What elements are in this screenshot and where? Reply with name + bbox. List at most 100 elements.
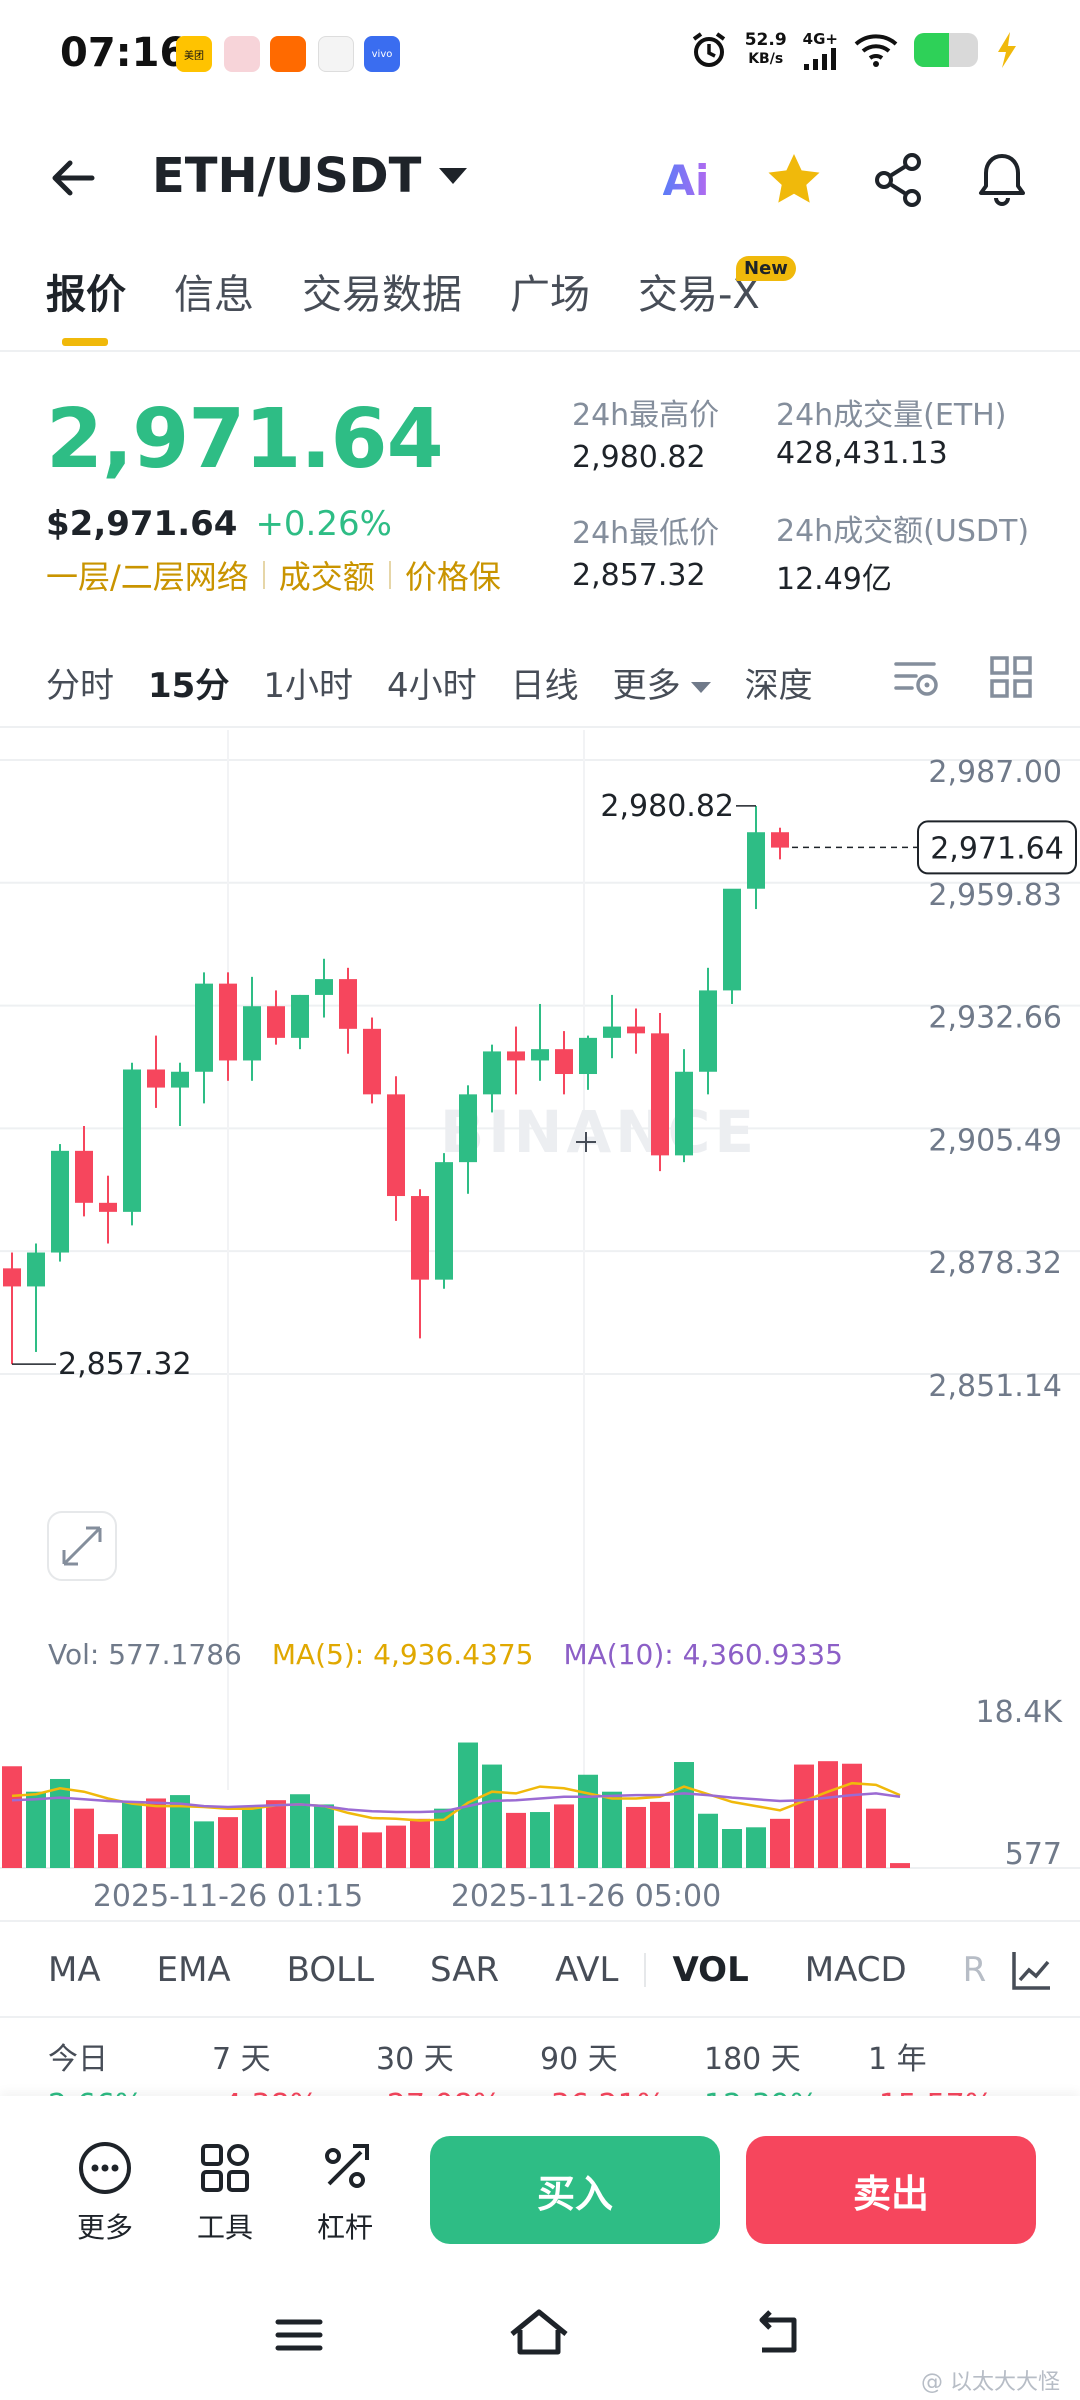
indicator-chart-icon[interactable] — [1008, 1946, 1056, 1994]
y-tick-label: 2,932.66 — [928, 1001, 1062, 1036]
new-badge: New — [736, 256, 796, 281]
separator — [262, 561, 265, 589]
high-value: 2,980.82 — [572, 440, 706, 475]
high-marker-label: 2,980.82 — [600, 789, 734, 824]
ai-button[interactable]: Ai — [654, 148, 718, 212]
back-nav-icon[interactable] — [744, 2300, 814, 2370]
candle-body — [771, 832, 789, 848]
kuaishou-app-icon — [270, 36, 306, 72]
candle-body — [315, 979, 333, 995]
volume-usdt-value: 12.49亿 — [776, 562, 892, 597]
candle-body — [531, 1049, 549, 1061]
candle-body — [219, 983, 237, 1061]
candle-body — [147, 1069, 165, 1088]
indicator-tabs: MA EMA BOLL SAR AVL VOL MACD R — [48, 1950, 986, 1990]
volume-bar — [434, 1808, 454, 1868]
interval-depth[interactable]: 深度 — [744, 666, 813, 706]
candle-body — [435, 1162, 453, 1280]
vivo-app-icon: vivo — [364, 36, 400, 72]
charging-icon — [998, 32, 1016, 68]
sell-button[interactable]: 卖出 — [746, 2136, 1036, 2244]
interval-line[interactable]: 分时 — [46, 666, 114, 706]
divider — [0, 2016, 1080, 2018]
indicator-rsi[interactable]: R — [962, 1950, 987, 1990]
volume-bar — [722, 1829, 742, 1868]
indicator-ema[interactable]: EMA — [156, 1950, 231, 1990]
leverage-button[interactable]: 杠杆 — [290, 2136, 400, 2246]
buy-button[interactable]: 买入 — [430, 2136, 720, 2244]
more-button[interactable]: 更多 — [50, 2136, 160, 2246]
chevron-down-icon — [690, 682, 711, 693]
back-arrow-icon[interactable] — [44, 148, 104, 208]
share-icon[interactable] — [866, 148, 930, 212]
avatar-app-icon — [224, 36, 260, 72]
tab-square[interactable]: 广场 — [510, 272, 590, 318]
volume-legend: Vol: 577.1786 MA(5): 4,936.4375 MA(10): … — [48, 1638, 843, 1671]
divider — [0, 1920, 1080, 1922]
volume-bar — [50, 1778, 70, 1868]
tools-button[interactable]: 工具 — [170, 2136, 280, 2246]
status-indicators: 52.9 KB/s 4G+ — [689, 30, 1020, 70]
meituan-app-icon: 美团 — [176, 36, 212, 72]
volume-bar — [242, 1806, 262, 1868]
indicator-avl[interactable]: AVL — [555, 1950, 619, 1990]
interval-selector: 分时 15分 1小时 4小时 日线 更多 深度 — [46, 658, 813, 707]
volume-usdt-label: 24h成交额(USDT) — [776, 514, 1030, 549]
candlestick-chart[interactable]: 2,987.00 2,959.83 2,932.66 2,905.49 2,878.32… — [0, 730, 1080, 1922]
turnover-link[interactable]: 成交额 — [278, 558, 375, 596]
star-icon[interactable] — [762, 148, 826, 212]
chart-settings-icon[interactable] — [890, 652, 940, 702]
current-price-label: 2,971.64 — [930, 831, 1064, 866]
volume-bar — [338, 1825, 358, 1868]
candle-body — [363, 1028, 381, 1095]
pair-selector[interactable]: ETH/USDT — [152, 148, 468, 204]
candle-body — [747, 832, 765, 889]
interval-more-label: 更多 — [612, 666, 681, 706]
candle-body — [339, 979, 357, 1029]
tab-info[interactable]: 信息 — [174, 272, 254, 318]
volume-bar — [146, 1798, 166, 1868]
status-time: 07:16 — [60, 30, 188, 76]
candle-body — [267, 1006, 285, 1038]
volume-bar — [290, 1794, 310, 1868]
price-protect-link[interactable]: 价格保 — [404, 558, 501, 596]
home-icon[interactable] — [504, 2300, 574, 2370]
indicator-ma[interactable]: MA — [48, 1950, 101, 1990]
volume-bar — [890, 1863, 910, 1868]
tab-trading-data[interactable]: 交易数据 — [302, 272, 462, 318]
indicator-sar[interactable]: SAR — [430, 1950, 500, 1990]
candle-body — [459, 1094, 477, 1163]
bell-icon[interactable] — [970, 148, 1034, 212]
candle-body — [51, 1150, 69, 1253]
candle-body — [723, 888, 741, 991]
volume-bar — [170, 1795, 190, 1868]
tab-quote[interactable]: 报价 — [46, 272, 126, 318]
more-icon — [79, 2142, 131, 2194]
y-tick-label: 2,987.00 — [928, 755, 1062, 790]
watermark: @ 以太大大怪 — [921, 2370, 1060, 2395]
interval-15m[interactable]: 15分 — [148, 666, 230, 706]
volume-tick-label: 577 — [1005, 1837, 1062, 1872]
y-tick-label: 2,878.32 — [928, 1246, 1062, 1281]
divider — [0, 726, 1080, 728]
x-axis-label: 2025-11-26 01:15 — [93, 1879, 363, 1914]
candle-body — [195, 983, 213, 1072]
indicator-boll[interactable]: BOLL — [286, 1950, 375, 1990]
wifi-icon — [854, 34, 898, 67]
volume-bar — [626, 1806, 646, 1868]
interval-1d[interactable]: 日线 — [510, 666, 579, 706]
layer-network-link[interactable]: 一层/二层网络 — [46, 558, 249, 596]
layout-grid-icon[interactable] — [986, 652, 1036, 702]
volume-bar — [842, 1763, 862, 1868]
more-label: 更多 — [76, 2211, 133, 2244]
indicator-vol[interactable]: VOL — [672, 1950, 749, 1990]
interval-1h[interactable]: 1小时 — [263, 666, 353, 706]
volume-bar — [506, 1812, 526, 1868]
indicator-macd[interactable]: MACD — [804, 1950, 907, 1990]
interval-4h[interactable]: 4小时 — [386, 666, 477, 706]
volume-bar — [602, 1791, 622, 1868]
volume-bar — [698, 1813, 718, 1868]
interval-more[interactable]: 更多 — [613, 658, 711, 707]
menu-icon[interactable] — [264, 2300, 334, 2370]
separator — [388, 561, 391, 589]
